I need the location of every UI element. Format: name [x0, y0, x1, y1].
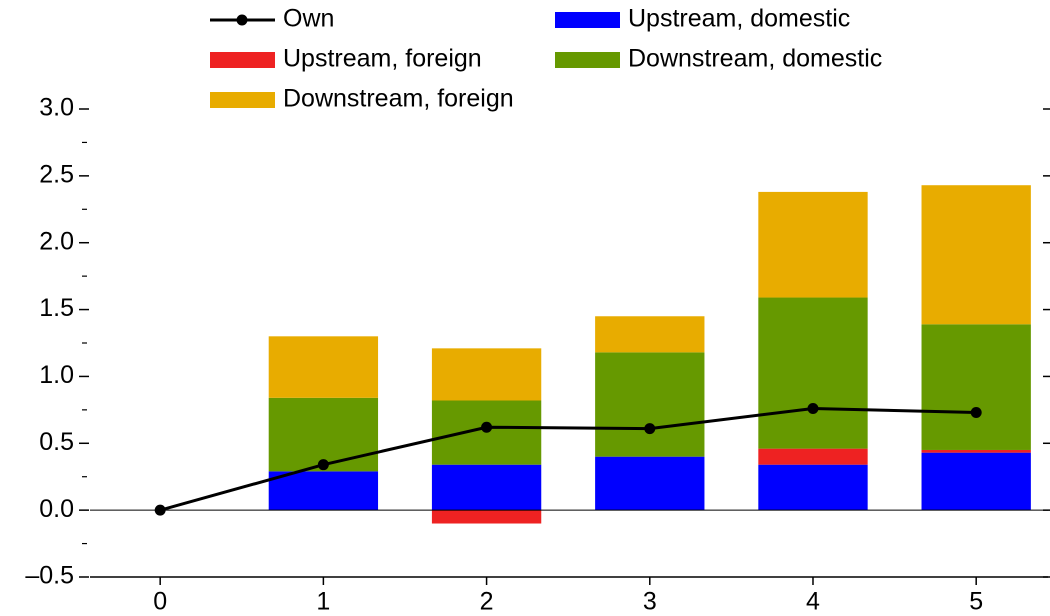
line-marker	[481, 421, 493, 433]
bar	[921, 185, 1031, 325]
bar	[595, 316, 705, 353]
bar	[431, 510, 542, 524]
line-marker	[807, 403, 819, 415]
bar	[268, 336, 379, 398]
legend-swatch	[210, 92, 275, 108]
bar	[268, 397, 379, 472]
bar	[758, 297, 868, 449]
bar	[758, 464, 868, 511]
bar	[595, 352, 705, 457]
legend-label: Own	[283, 5, 334, 33]
legend-swatch	[555, 52, 620, 68]
legend-swatch	[210, 52, 275, 68]
y-tick-label: 1.0	[39, 361, 74, 389]
line-marker	[644, 423, 656, 435]
bar	[921, 324, 1031, 450]
x-tick-label: 2	[480, 588, 494, 616]
legend-swatch	[555, 12, 620, 28]
bar	[758, 448, 868, 465]
bar	[595, 456, 705, 511]
y-tick-label: 1.5	[39, 294, 74, 322]
y-tick-label: 2.0	[39, 227, 74, 255]
y-tick-label: 0.5	[39, 428, 74, 456]
x-tick-label: 3	[643, 588, 657, 616]
bar	[921, 452, 1031, 511]
line	[159, 407, 977, 512]
legend-label: Downstream, domestic	[628, 45, 882, 73]
legend-marker	[236, 14, 248, 26]
x-tick-label: 4	[806, 588, 820, 616]
x-tick-label: 0	[153, 588, 167, 616]
y-tick-label: 3.0	[39, 94, 74, 122]
y-tick-label: –0.5	[25, 562, 74, 590]
line-marker	[970, 407, 982, 419]
y-tick-label: 2.5	[39, 160, 74, 188]
legend-label: Upstream, domestic	[628, 5, 850, 33]
bar	[431, 348, 542, 401]
legend-label: Upstream, foreign	[283, 45, 482, 73]
bar	[758, 191, 868, 298]
line-marker	[154, 504, 166, 516]
x-tick-label: 1	[316, 588, 330, 616]
bar	[268, 471, 379, 511]
bar	[921, 449, 1031, 453]
legend-label: Downstream, foreign	[283, 85, 514, 113]
bar	[431, 464, 542, 511]
x-tick-label: 5	[969, 588, 983, 616]
y-tick-label: 0.0	[39, 495, 74, 523]
line-marker	[317, 459, 329, 471]
